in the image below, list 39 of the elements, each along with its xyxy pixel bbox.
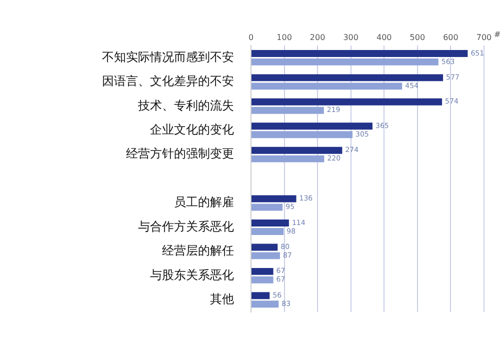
- bar: [252, 300, 279, 308]
- bar: [252, 50, 468, 57]
- bar: [252, 146, 342, 154]
- y-tick-label: 与股东关系恶化: [150, 268, 234, 282]
- y-tick-label: 其他: [210, 292, 234, 306]
- y-tick-label: 员工的解雇: [174, 195, 234, 210]
- bar: [252, 106, 324, 114]
- bar: [252, 98, 442, 106]
- x-tick-label: 300: [343, 32, 358, 42]
- x-tick-label: 200: [310, 32, 326, 42]
- bar: [252, 220, 289, 226]
- bar: [252, 122, 372, 130]
- bar: [252, 204, 283, 211]
- y-tick-label: 与合作方关系恶化: [138, 219, 234, 234]
- x-axis-title: #: [494, 30, 500, 39]
- y-tick-label: 技术、专利的流失: [137, 98, 234, 112]
- x-tick-label: 600: [443, 32, 458, 42]
- y-tick-label: 经营方针的强制变更: [126, 146, 234, 161]
- y-tick-label: 企业文化的变化: [150, 122, 234, 137]
- bar: [252, 276, 274, 284]
- bar: [252, 252, 280, 260]
- bar: [252, 58, 438, 66]
- bar: [252, 268, 274, 275]
- bar: [252, 244, 278, 251]
- y-tick-label: 不知实际情况而感到不安: [102, 50, 234, 64]
- bar: [252, 195, 296, 202]
- bar: [252, 292, 270, 300]
- x-tick-label: 700: [476, 32, 492, 42]
- bar: [252, 82, 402, 90]
- x-tick-label: 500: [410, 32, 426, 42]
- y-tick-label: 因语言、文化差异的不安: [102, 74, 234, 88]
- bar: [252, 228, 284, 235]
- y-tick-label: 经营层的解任: [162, 244, 234, 258]
- bar: [252, 155, 324, 162]
- x-tick-label: 100: [276, 32, 292, 42]
- x-tick-label: 400: [376, 32, 392, 42]
- x-tick-label: 0: [248, 32, 254, 42]
- bar: [252, 131, 353, 138]
- bar: [252, 74, 444, 82]
